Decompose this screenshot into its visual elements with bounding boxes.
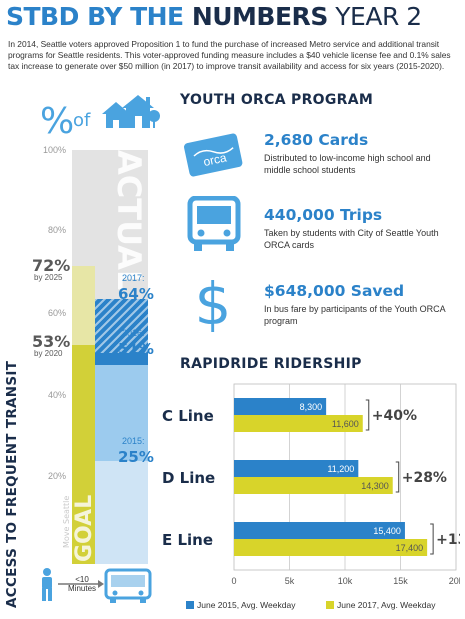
orca-card-icon: orca — [184, 133, 243, 177]
bar-0-2 — [234, 522, 405, 539]
actual-2015-value: 25% — [118, 448, 154, 466]
goal-2020-sub: by 2020 — [34, 349, 63, 358]
actual-2016-year: 2016: — [122, 328, 145, 338]
bar-0-1 — [234, 460, 359, 477]
bar-label-1-0: 11,600 — [332, 419, 359, 429]
axis-tick-40: 40% — [47, 390, 66, 400]
actual-2015-year: 2015: — [122, 436, 145, 446]
change-label-0: +40% — [372, 408, 417, 424]
legend-2017-label: June 2017, Avg. Weekday — [337, 600, 436, 610]
minutes-label: <10 Minutes — [68, 575, 96, 593]
intro-paragraph: In 2014, Seattle voters approved Proposi… — [8, 39, 451, 71]
stat-saved-big: $648,000 Saved — [264, 282, 405, 300]
svg-text:$: $ — [195, 272, 232, 332]
change-label-2: +13% — [436, 532, 460, 548]
bus-icon — [187, 196, 241, 251]
bar-0-0 — [234, 398, 327, 415]
actual-2017-value: 64% — [118, 285, 154, 303]
axis-tick-60: 60% — [47, 308, 66, 318]
orca-card-logo-text: orca — [202, 150, 228, 169]
stat-trips-big: 440,000 Trips — [264, 206, 383, 224]
bar-1-1 — [234, 477, 393, 494]
goal-2020-value: 53% — [32, 332, 71, 351]
axis-tick-20: 20% — [47, 471, 66, 481]
percent-symbol: % — [40, 101, 75, 142]
category-label-0: C Line — [162, 407, 214, 425]
goal-2025-value: 72% — [32, 256, 71, 275]
of-label: of — [73, 110, 91, 131]
title-part3: YEAR 2 — [327, 2, 422, 31]
legend-2015: June 2015, Avg. Weekday — [186, 600, 295, 610]
legend-2015-swatch — [186, 601, 194, 609]
x-tick-label-1: 5k — [285, 576, 295, 586]
bar-label-0-0: 8,300 — [300, 402, 323, 412]
rapidride-chart: 0 5k 10k 15k 20k C Line 8,300 11,600 +40% D Line 1… — [162, 383, 460, 586]
category-label-1: D Line — [162, 469, 215, 487]
houses-icon — [102, 95, 160, 128]
x-tick-label-0: 0 — [231, 576, 236, 586]
legend-2015-label: June 2015, Avg. Weekday — [197, 600, 296, 610]
change-bracket-2 — [430, 523, 434, 555]
stat-cards-big: 2,680 Cards — [264, 131, 369, 149]
change-bracket-1 — [395, 461, 400, 493]
x-tick-label-3: 15k — [393, 576, 408, 586]
bus-small-icon — [104, 568, 152, 603]
change-bracket-0 — [365, 399, 370, 431]
bar-label-0-1: 11,200 — [327, 464, 354, 474]
goal-2025-sub: by 2025 — [34, 273, 63, 282]
access-side-title: ACCESS TO FREQUENT TRANSIT — [4, 360, 20, 608]
arrow-icon — [58, 580, 104, 588]
youth-orca-heading: YOUTH ORCA PROGRAM — [180, 92, 374, 108]
stat-saved-desc: In bus fare by participants of the Youth… — [264, 304, 446, 326]
bar-label-1-1: 14,300 — [361, 481, 389, 491]
goal-vertical-label: GOAL — [72, 494, 97, 562]
goal-vertical-sublabel: Move Seattle — [62, 495, 71, 548]
x-tick-label-2: 10k — [338, 576, 353, 586]
dollar-icon: $ — [195, 272, 232, 332]
legend-2017-swatch — [326, 601, 334, 609]
actual-vertical-label: ACTUAL — [110, 150, 148, 291]
x-tick-label-4: 20k — [449, 576, 460, 586]
title-part2: NUMBERS — [191, 2, 329, 31]
actual-bar-2015 — [95, 460, 148, 564]
stat-trips-desc: Taken by students with City of Seattle Y… — [264, 228, 439, 250]
page-title: STBD BY THE NUMBERS YEAR 2 — [6, 2, 422, 31]
bar-1-0 — [234, 415, 363, 432]
legend-2017: June 2017, Avg. Weekday — [326, 600, 435, 610]
bar-label-0-2: 15,400 — [373, 526, 401, 536]
actual-2016-value: 51% — [118, 340, 154, 358]
goal-bar-2020 — [72, 344, 95, 564]
bar-1-2 — [234, 539, 428, 556]
category-label-2: E Line — [162, 531, 213, 549]
actual-2017-year: 2017: — [122, 273, 145, 283]
minutes-label-text: <10 Minutes — [68, 575, 97, 593]
rapidride-heading: RAPIDRIDE RIDERSHIP — [180, 356, 362, 372]
title-part1: STBD BY THE — [6, 2, 192, 31]
bar-label-1-2: 17,400 — [396, 543, 424, 553]
stat-cards-desc: Distributed to low-income high school an… — [264, 153, 431, 175]
change-label-1: +28% — [402, 470, 447, 486]
pedestrian-icon — [42, 568, 52, 601]
axis-tick-80: 80% — [47, 225, 66, 235]
axis-tick-100: 100% — [42, 145, 66, 155]
